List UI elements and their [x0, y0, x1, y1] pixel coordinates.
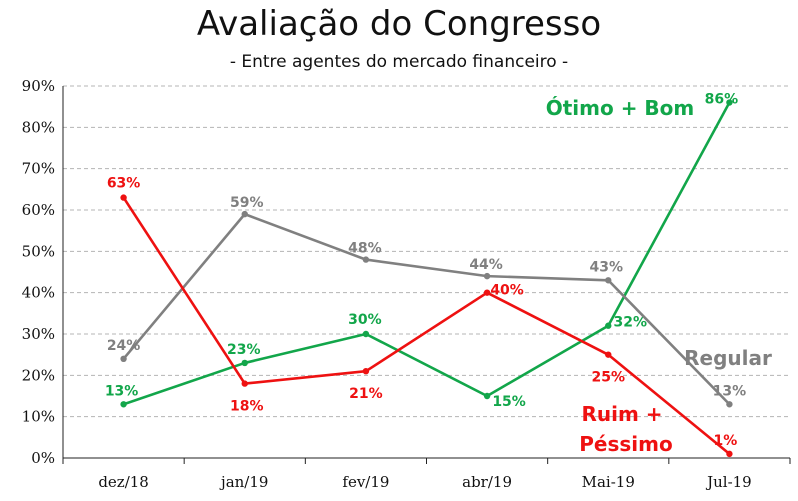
data-point: [241, 210, 248, 218]
data-label: 63%: [107, 176, 141, 192]
data-label: 15%: [492, 394, 526, 410]
data-label: 23%: [227, 342, 261, 358]
series-line: [122, 196, 731, 455]
y-tick-label: 70%: [22, 160, 55, 178]
data-label: 44%: [469, 257, 503, 273]
x-tick-label: jan/19: [219, 473, 268, 491]
data-label: 21%: [349, 386, 383, 402]
series-name-label: Ruim +: [581, 402, 662, 426]
data-label: 24%: [107, 338, 141, 354]
data-point: [605, 351, 612, 358]
data-point: [483, 272, 491, 280]
chart-title: Avaliação do Congresso: [196, 4, 602, 44]
data-point: [605, 277, 612, 284]
x-tick-label: Mai-19: [582, 473, 635, 491]
series-name-label: Regular: [684, 346, 772, 370]
y-tick-label: 0%: [31, 449, 55, 467]
data-point: [120, 401, 127, 408]
data-point: [726, 450, 733, 458]
data-point: [362, 330, 370, 338]
data-point: [726, 99, 733, 106]
data-point: [605, 322, 612, 329]
x-tick-label: fev/19: [342, 473, 389, 491]
data-label: 43%: [589, 259, 623, 275]
y-tick-label: 50%: [22, 242, 55, 260]
data-point: [120, 194, 127, 201]
data-label: 13%: [713, 383, 747, 399]
series-name-label: Ótimo + Bom: [546, 96, 695, 120]
data-point: [241, 359, 248, 367]
data-point: [120, 355, 127, 362]
chart-subtitle: - Entre agentes do mercado financeiro -: [229, 52, 569, 72]
data-label: 18%: [230, 399, 264, 415]
data-label: 1%: [714, 433, 738, 449]
y-tick-label: 60%: [22, 201, 55, 219]
y-tick-label: 80%: [22, 118, 55, 136]
data-point: [241, 380, 248, 387]
series-name-label: Péssimo: [579, 432, 672, 456]
y-tick-label: 20%: [22, 366, 55, 384]
y-tick-label: 40%: [22, 284, 55, 302]
data-point: [483, 392, 491, 400]
y-tick-label: 90%: [22, 77, 55, 95]
data-label: 25%: [591, 370, 625, 386]
data-label: 40%: [490, 283, 524, 299]
data-point: [483, 289, 491, 296]
data-point: [726, 401, 733, 408]
data-label: 32%: [613, 315, 647, 331]
x-tick-label: Jul-19: [705, 473, 752, 491]
series-line: [123, 101, 731, 406]
series-line: [122, 212, 731, 406]
data-point: [362, 368, 370, 375]
data-label: 48%: [348, 241, 382, 257]
data-label: 86%: [705, 92, 739, 108]
y-tick-label: 10%: [22, 408, 55, 426]
x-tick-label: abr/19: [462, 473, 512, 491]
y-tick-label: 30%: [22, 325, 55, 343]
data-label: 30%: [348, 312, 382, 328]
data-label: 13%: [105, 383, 139, 399]
x-tick-label: dez/18: [98, 473, 149, 491]
data-point: [362, 256, 370, 263]
data-label: 59%: [230, 195, 264, 211]
